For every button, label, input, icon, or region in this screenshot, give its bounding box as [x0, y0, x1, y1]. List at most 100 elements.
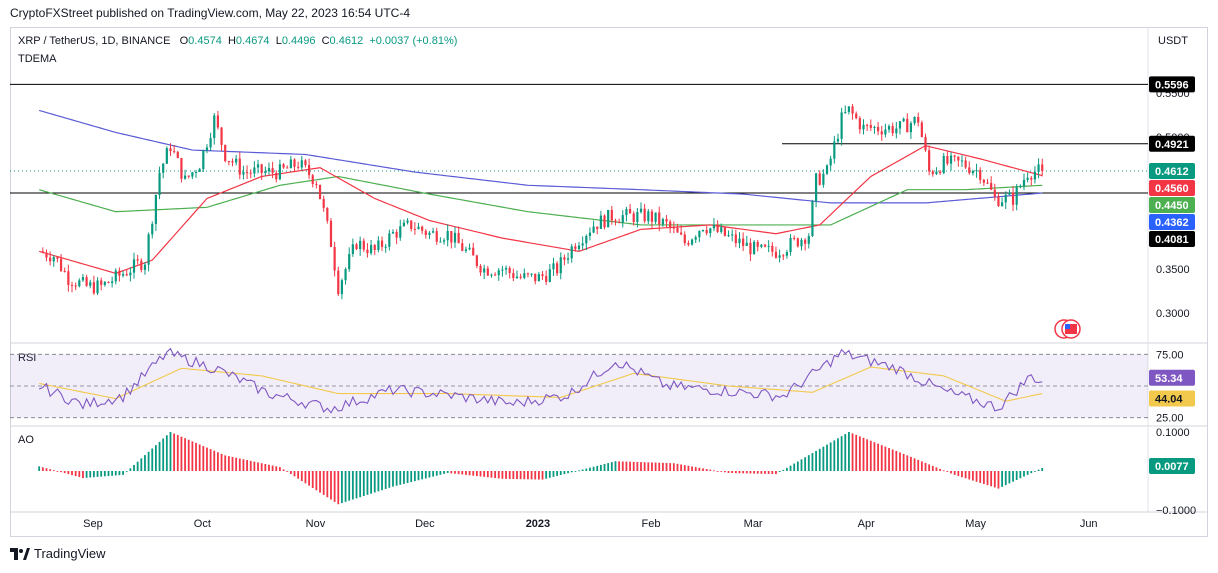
candle-body: [318, 184, 322, 199]
indicator-label-tdema[interactable]: TDEMA: [18, 53, 57, 65]
ao-bar: [308, 471, 310, 486]
candle-body: [920, 122, 923, 138]
close-value: 0.4612: [329, 35, 364, 47]
ao-bar: [140, 458, 143, 471]
ao-bar: [238, 458, 241, 471]
ao-bar: [417, 471, 420, 481]
ao-bar: [111, 471, 114, 476]
candle-body: [968, 167, 971, 174]
time-tick-label: Jun: [1080, 518, 1098, 530]
candle-body: [1008, 192, 1011, 195]
candle-body: [898, 121, 902, 129]
ao-bar: [165, 435, 168, 471]
ao-bar: [829, 442, 832, 471]
ao-bar: [399, 471, 402, 485]
ao-bar: [625, 461, 628, 471]
candle-body: [81, 277, 85, 281]
ao-bar: [961, 471, 963, 478]
candle-body: [132, 259, 136, 273]
ao-bar: [567, 471, 569, 474]
ao-bar: [180, 436, 183, 471]
ao-bar: [38, 466, 41, 471]
ao-bar: [902, 453, 905, 471]
rsi-pane-label[interactable]: RSI: [18, 352, 37, 364]
ao-bar: [147, 451, 150, 471]
candle-body: [143, 264, 147, 270]
ao-bar: [89, 471, 92, 478]
candle-body: [173, 151, 176, 153]
ao-bar: [793, 463, 796, 471]
candle-body: [716, 224, 719, 232]
candle-body: [213, 115, 216, 139]
candle-body: [683, 234, 686, 244]
candle-body: [559, 257, 562, 274]
ao-pane-label[interactable]: AO: [18, 434, 34, 446]
ao-bar: [683, 465, 686, 471]
candle-body: [705, 230, 708, 234]
ao-bar: [1001, 471, 1004, 487]
ao-bar: [319, 471, 321, 493]
candle-body: [231, 161, 234, 163]
ao-bar: [658, 462, 661, 471]
price-tag: 0.4612: [1155, 166, 1189, 178]
candle-body: [304, 160, 307, 166]
ao-bar: [840, 436, 843, 471]
currency-label[interactable]: USDT: [1158, 35, 1188, 47]
candle-body: [264, 171, 267, 174]
candle-body: [519, 276, 522, 278]
candle-body: [1019, 185, 1022, 187]
ao-bar: [822, 446, 825, 471]
ao-bar: [74, 471, 77, 477]
ao-bar: [570, 471, 573, 473]
candle-body: [227, 161, 230, 163]
ao-bar: [424, 471, 427, 479]
candle-body: [993, 189, 996, 197]
ao-bar: [979, 471, 982, 483]
price-tag-bg: [1149, 197, 1195, 214]
candle-body: [468, 247, 471, 250]
time-tick-label: Feb: [642, 518, 661, 530]
candle-body: [464, 249, 468, 251]
footer-brand[interactable]: TradingView: [10, 546, 106, 561]
ao-bar: [858, 436, 861, 471]
price-tag: 0.4560: [1155, 183, 1189, 195]
ao-bar: [195, 442, 197, 471]
ao-bar: [720, 471, 723, 472]
time-tick-label: Apr: [858, 518, 875, 530]
ao-bar: [1026, 471, 1029, 475]
candle-body: [162, 163, 165, 173]
ao-bar: [344, 471, 347, 502]
open-label: O: [179, 35, 189, 47]
ao-bar: [826, 444, 828, 471]
price-tag: 0.4362: [1155, 217, 1189, 229]
time-tick-label: Oct: [194, 518, 211, 530]
ao-bar: [800, 459, 803, 471]
candle-body: [661, 219, 664, 225]
candle-body: [315, 183, 318, 185]
ao-bar: [428, 471, 431, 478]
ao-bar: [351, 471, 354, 500]
candle-body: [949, 155, 953, 164]
candle-body: [377, 240, 380, 250]
candle-body: [406, 220, 409, 223]
candle-body: [785, 252, 789, 256]
candle-body: [399, 226, 402, 238]
candle-body: [804, 239, 807, 244]
ao-bar: [895, 450, 898, 471]
candle-body: [89, 282, 92, 286]
price-tick-label: 0.3500: [1156, 264, 1190, 276]
ao-bar: [778, 471, 781, 473]
candle-body: [388, 233, 391, 247]
candle-body: [957, 156, 960, 161]
candle-body: [209, 138, 212, 148]
candle-body: [515, 276, 519, 279]
candle-body: [566, 258, 570, 260]
price-tag-bg: [1149, 180, 1195, 197]
ao-bar: [359, 471, 362, 498]
ao-bar: [479, 471, 482, 477]
symbol-name[interactable]: XRP / TetherUS, 1D, BINANCE: [18, 35, 171, 47]
price-tag: 0.4081: [1155, 234, 1189, 246]
ao-bar: [975, 471, 978, 482]
price-tag: 0.4450: [1155, 200, 1189, 212]
